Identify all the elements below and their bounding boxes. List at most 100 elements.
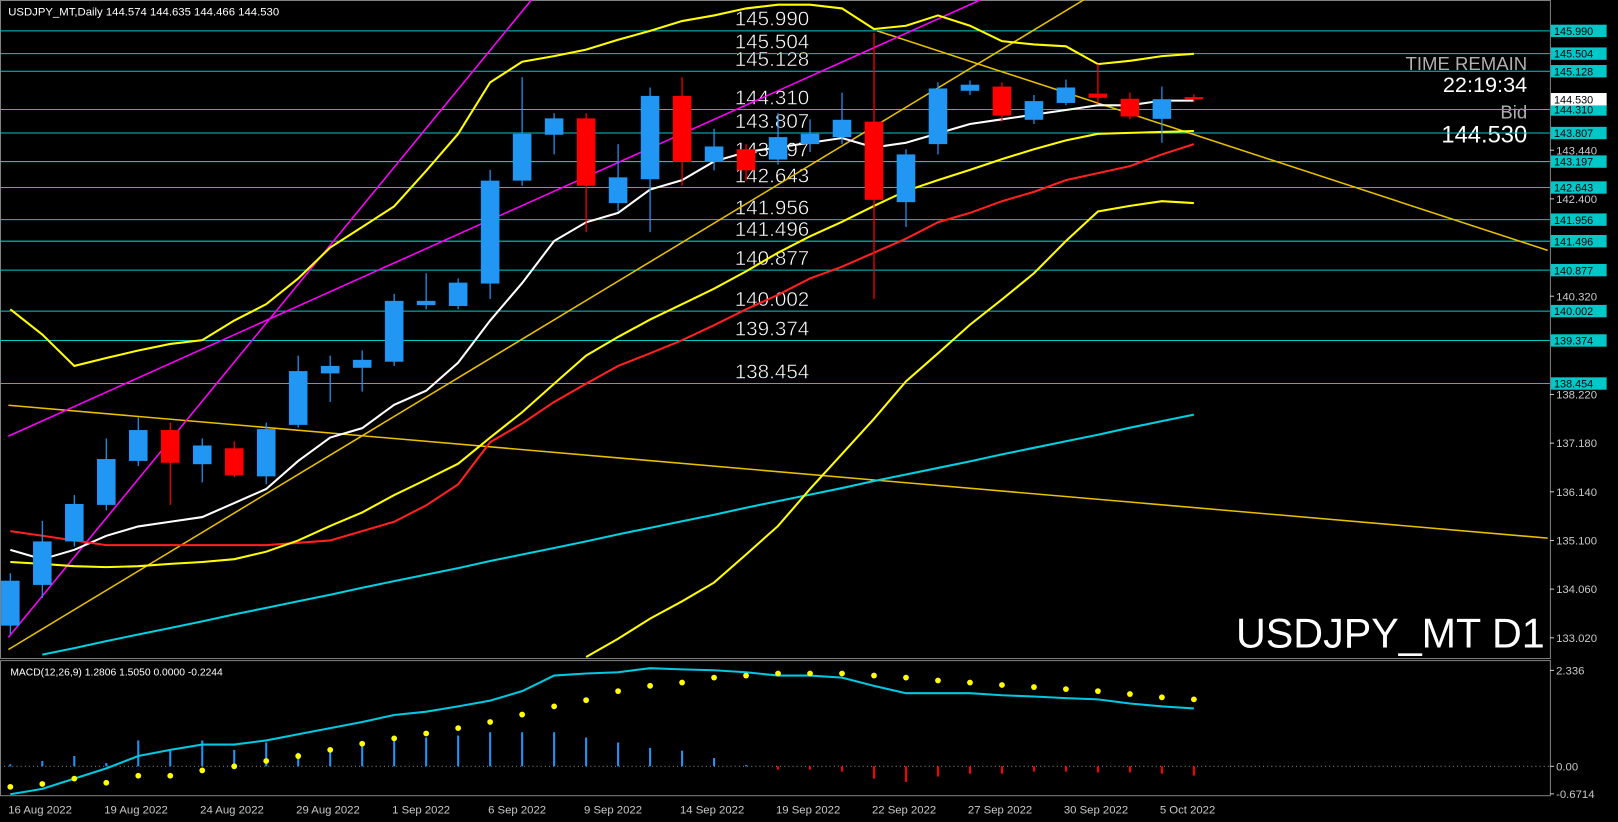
histogram-bar [585, 737, 588, 767]
level-axis-label: 145.128 [1554, 66, 1593, 78]
histogram-bar [872, 766, 876, 779]
candle-body [160, 430, 180, 463]
series-line [10, 667, 1194, 796]
signal-dot [1031, 684, 1037, 690]
y-tick-label: 136.140 [1556, 487, 1597, 499]
x-tick-label: 16 Aug 2022 [8, 805, 72, 817]
level-label: 141.496 [735, 218, 810, 241]
macd-title: MACD(12,26,9) 1.2806 1.5050 0.0000 -0.22… [10, 668, 223, 679]
histogram-bar [617, 742, 620, 767]
candle-body [832, 119, 852, 138]
candle-body [352, 359, 372, 368]
level-box [1550, 65, 1607, 78]
signal-dot [711, 674, 717, 681]
signal-dot [263, 758, 270, 764]
y-tick-label: 135.100 [1556, 536, 1597, 548]
signal-dot [679, 679, 685, 686]
histogram-bar [904, 766, 908, 782]
candle-body [288, 371, 308, 425]
candle-body [992, 86, 1012, 116]
series-line [42, 413, 1195, 656]
signal-dot [903, 674, 909, 681]
bid-axis-label: 144.530 [1554, 94, 1593, 106]
candle-body [864, 121, 884, 200]
y-tick-label: 133.020 [1556, 633, 1597, 645]
signal-dot [455, 725, 462, 732]
candle-body [800, 133, 820, 145]
level-axis-label: 140.877 [1554, 265, 1593, 277]
histogram-bar [265, 742, 268, 767]
signal-dot [935, 677, 941, 684]
candle-body [256, 429, 276, 477]
y-tick-label: 140.320 [1556, 291, 1597, 303]
candle-body [768, 137, 788, 160]
chart-title: USDJPY_MT,Daily 144.574 144.635 144.466 … [8, 6, 279, 18]
signal-dot [519, 711, 526, 718]
candle-body [1, 580, 20, 626]
trendline [8, 404, 1548, 539]
candle-body [128, 430, 148, 461]
signal-dot [1063, 686, 1069, 692]
histogram-bar [297, 752, 300, 767]
level-axis-label: 144.310 [1554, 105, 1593, 117]
candle-body [704, 146, 724, 162]
candle-body [1024, 101, 1044, 120]
histogram-bar [681, 750, 684, 767]
histogram-bar [9, 764, 12, 767]
signal-dot [1159, 694, 1165, 701]
x-tick-label: 24 Aug 2022 [200, 805, 264, 817]
signal-dot [103, 779, 110, 786]
series-line [10, 143, 1195, 547]
signal-dot [775, 670, 781, 677]
level-axis-label: 138.454 [1554, 379, 1593, 391]
histogram-bar [41, 760, 44, 767]
level-label: 145.504 [735, 30, 810, 53]
x-tick-label: 30 Sep 2022 [1064, 805, 1128, 817]
trendline [7, 0, 1084, 651]
level-box [1550, 155, 1607, 168]
candle-body [96, 459, 116, 505]
signal-dot [551, 703, 558, 710]
level-label: 140.002 [735, 288, 810, 311]
signal-dot [647, 682, 653, 689]
histogram-bar [968, 766, 972, 774]
histogram-bar [489, 732, 492, 767]
histogram-bar [1128, 766, 1131, 773]
signal-dot [423, 730, 430, 737]
histogram-bar [201, 740, 204, 767]
signal-dot [327, 746, 334, 753]
x-tick-label: 1 Sep 2022 [392, 805, 450, 817]
histogram-bar [73, 756, 76, 767]
x-tick-label: 29 Aug 2022 [296, 805, 360, 817]
histogram-bar [553, 732, 556, 767]
level-axis-label: 140.002 [1554, 306, 1593, 318]
level-label: 143.807 [735, 110, 810, 133]
candle-body [448, 282, 468, 307]
series-line [10, 99, 1194, 561]
time-remain: 22:19:34 [1443, 72, 1527, 97]
signal-dot [967, 679, 973, 686]
signal-dot [999, 682, 1005, 688]
candle-body [960, 84, 980, 91]
y-tick-label: 134.060 [1556, 584, 1597, 596]
level-axis-label: 145.990 [1554, 26, 1593, 38]
histogram-bar [649, 747, 652, 767]
signal-dot [231, 763, 238, 770]
x-tick-label: 5 Oct 2022 [1160, 805, 1215, 817]
histogram-bar [425, 737, 428, 767]
histogram-bar [840, 766, 844, 772]
candle-body [896, 154, 916, 203]
signal-dot [199, 767, 206, 774]
candle-body [416, 300, 436, 306]
histogram-bar [1096, 766, 1099, 773]
candle-body [672, 95, 692, 162]
series-line [9, 3, 1194, 368]
y-tick-label: 142.400 [1556, 194, 1597, 206]
histogram-bar [393, 737, 396, 767]
y-tick-label: 0.00 [1556, 761, 1578, 773]
signal-dot [615, 688, 621, 695]
histogram-bar [1192, 766, 1195, 776]
histogram-bar [777, 766, 780, 770]
bid-label: Bid [1500, 102, 1527, 123]
